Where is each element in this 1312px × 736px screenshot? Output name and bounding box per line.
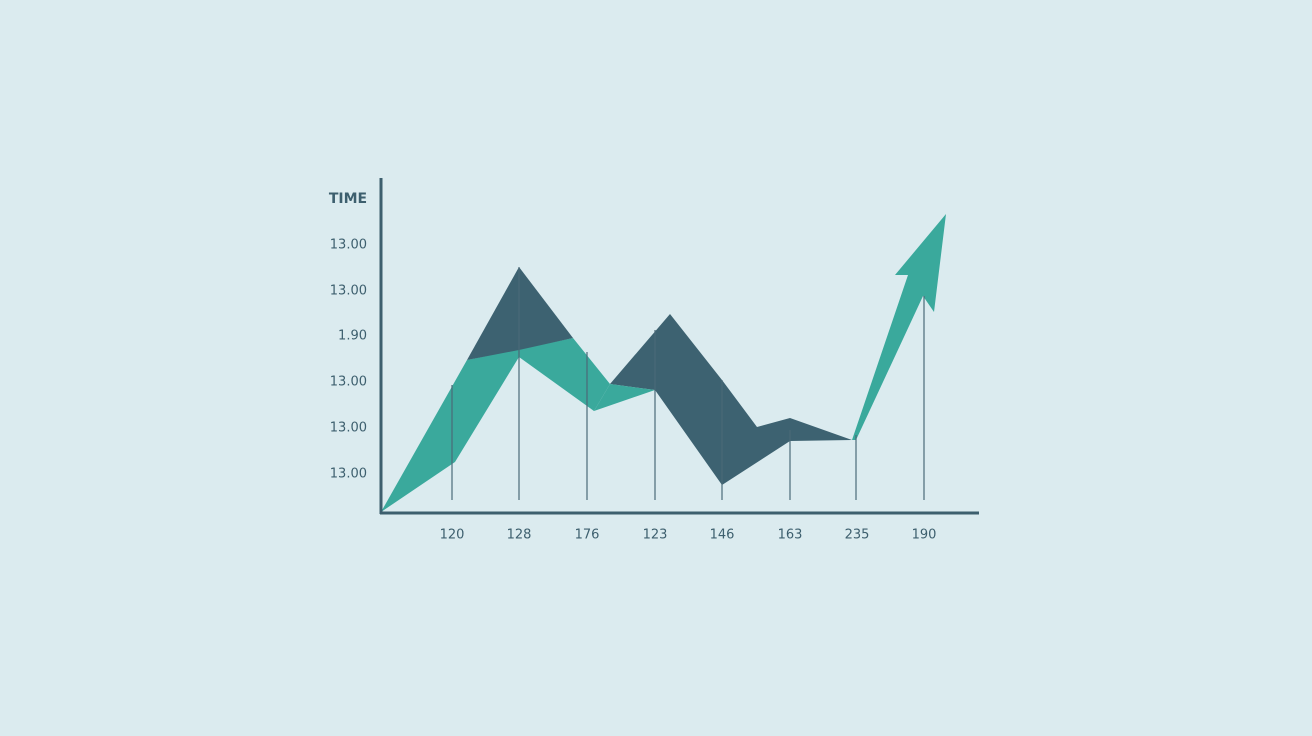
x-label: 120 xyxy=(440,528,465,543)
x-label: 235 xyxy=(845,528,870,543)
y-label: 13.00 xyxy=(330,467,367,482)
y-label: 13.00 xyxy=(330,375,367,390)
x-label: 190 xyxy=(912,528,937,543)
axis-title: TIME xyxy=(329,191,367,207)
drop-lines xyxy=(451,267,925,500)
area-teal xyxy=(594,384,655,411)
x-label: 146 xyxy=(710,528,735,543)
y-label: 1.90 xyxy=(338,329,367,344)
arrow xyxy=(852,214,946,440)
y-label: 13.00 xyxy=(330,238,367,253)
y-label: 13.00 xyxy=(330,421,367,436)
x-label: 123 xyxy=(643,528,668,543)
y-label: 13.00 xyxy=(330,284,367,299)
x-label: 176 xyxy=(575,528,600,543)
x-label: 163 xyxy=(778,528,803,543)
x-label: 128 xyxy=(507,528,532,543)
area-dark xyxy=(610,314,852,485)
area-dark xyxy=(467,267,573,360)
area-teal xyxy=(381,338,610,512)
